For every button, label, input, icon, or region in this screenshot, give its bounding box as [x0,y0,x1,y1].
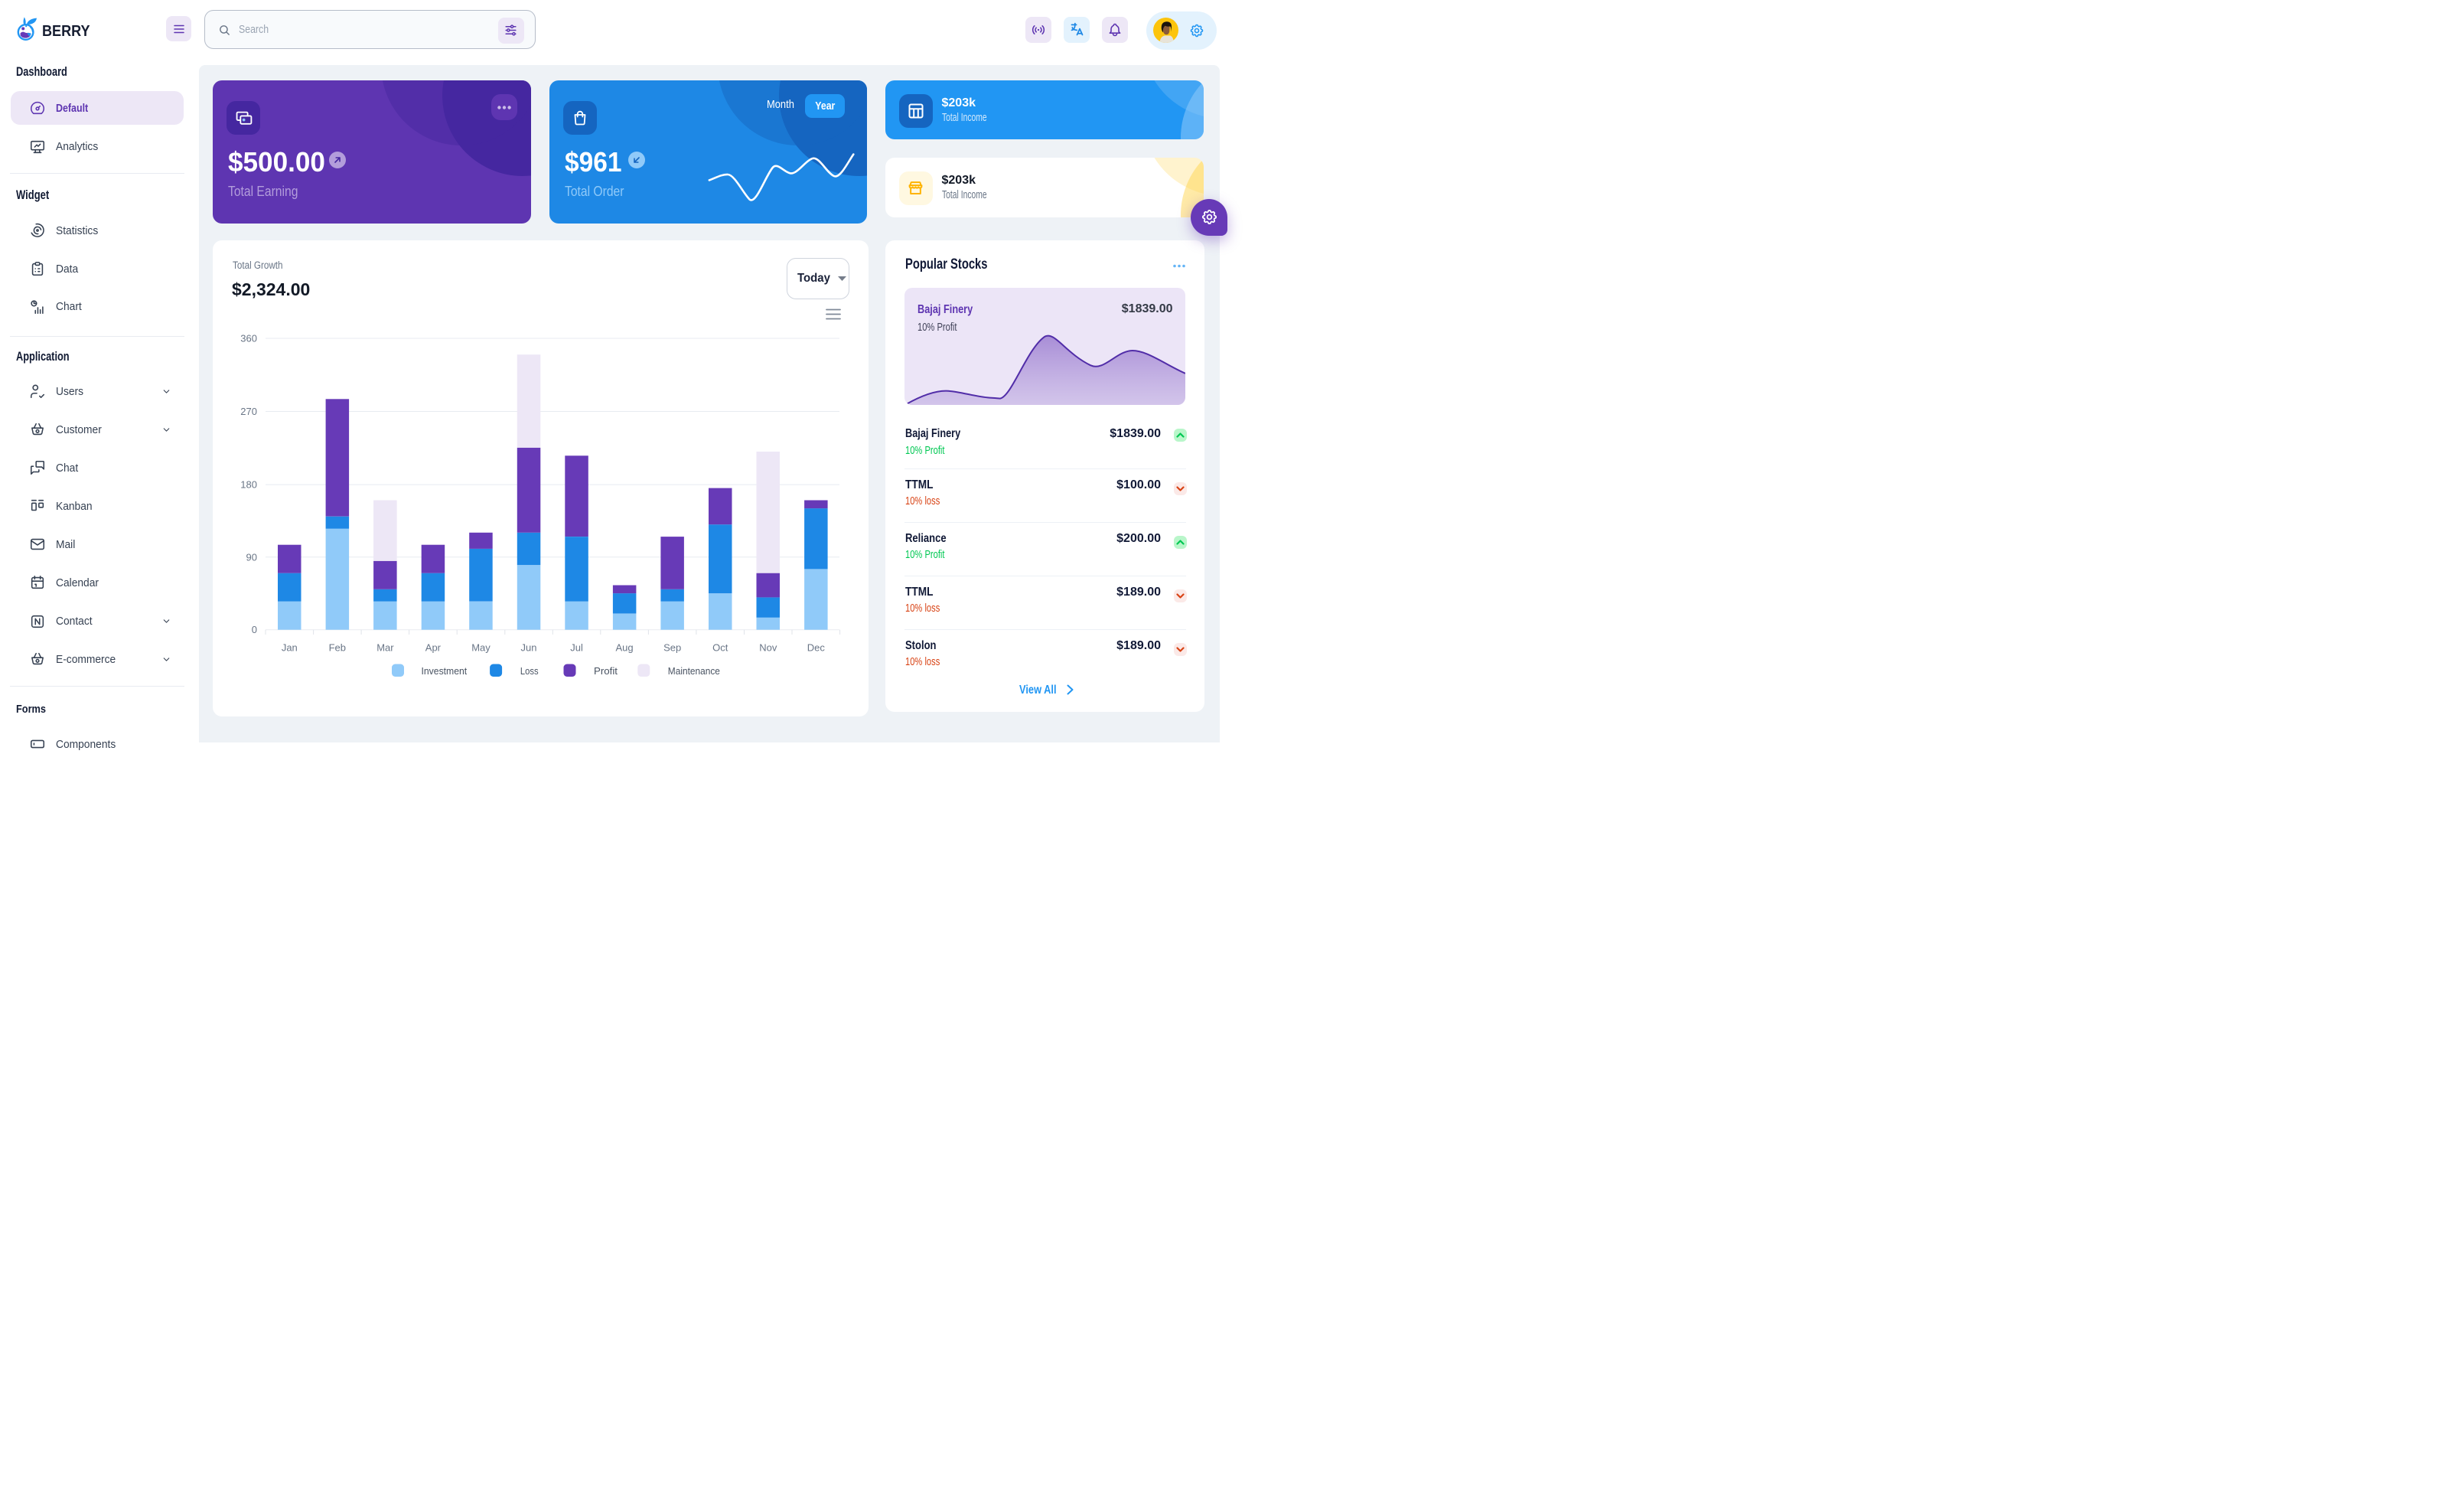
svg-text:Sep: Sep [663,641,681,653]
svg-text:270: 270 [240,406,257,417]
svg-text:Oct: Oct [712,641,728,653]
svg-text:Mar: Mar [376,641,394,653]
svg-text:Aug: Aug [616,641,634,653]
svg-text:Jul: Jul [570,641,583,653]
svg-text:Dec: Dec [807,641,826,653]
svg-text:May: May [471,641,491,653]
svg-text:Profit: Profit [594,664,618,676]
svg-text:180: 180 [240,478,257,490]
svg-text:Apr: Apr [425,641,442,653]
svg-text:Feb: Feb [329,641,346,653]
svg-text:Loss: Loss [520,664,539,676]
svg-text:Maintenance: Maintenance [668,664,720,676]
svg-text:360: 360 [240,332,257,344]
svg-text:Nov: Nov [759,641,777,653]
svg-text:Jan: Jan [282,641,298,653]
svg-text:Investment: Investment [422,664,468,676]
svg-text:Jun: Jun [521,641,537,653]
svg-text:0: 0 [252,624,257,635]
svg-text:90: 90 [246,551,257,563]
